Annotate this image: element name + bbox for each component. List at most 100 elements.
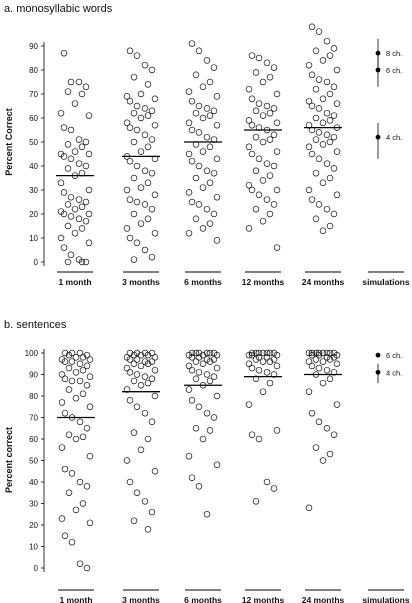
y-tick-label: 40 — [29, 162, 38, 171]
data-point — [148, 136, 156, 143]
x-tick-label: 6 months — [184, 595, 222, 603]
data-point — [319, 179, 327, 187]
data-point — [270, 105, 278, 112]
data-point — [133, 102, 141, 110]
data-point — [323, 160, 331, 167]
data-point — [192, 375, 200, 383]
data-point — [188, 354, 196, 361]
data-point — [144, 435, 152, 443]
data-point — [68, 358, 76, 365]
data-point — [83, 564, 91, 572]
data-point — [65, 386, 73, 393]
data-point — [57, 234, 65, 242]
data-point — [199, 351, 207, 359]
data-point — [319, 119, 327, 127]
simulation-point — [375, 134, 381, 140]
data-point — [67, 213, 75, 220]
data-point — [199, 148, 207, 155]
data-point — [78, 225, 86, 232]
data-point — [203, 349, 211, 357]
data-point — [333, 66, 341, 74]
data-point — [123, 119, 131, 127]
data-point — [123, 386, 131, 393]
data-point — [61, 409, 69, 417]
data-point — [141, 409, 149, 417]
data-point — [79, 354, 87, 361]
data-point — [333, 191, 341, 199]
data-point — [64, 258, 72, 266]
data-point — [326, 138, 334, 146]
data-point — [330, 369, 338, 376]
data-point — [213, 155, 221, 163]
data-point — [151, 468, 159, 475]
data-point — [151, 229, 159, 237]
y-tick-label: 20 — [29, 521, 38, 530]
data-point — [60, 210, 68, 218]
data-point — [188, 366, 196, 374]
x-tick-label: simulations — [362, 595, 410, 603]
data-point — [326, 222, 334, 230]
data-point — [203, 409, 211, 417]
data-point — [78, 258, 86, 266]
data-point — [82, 138, 90, 146]
data-point — [123, 186, 131, 194]
data-point — [315, 351, 323, 359]
data-point — [144, 112, 152, 119]
data-point — [144, 179, 152, 187]
data-point — [308, 196, 316, 203]
data-point — [72, 506, 80, 514]
data-point — [151, 392, 159, 400]
panel-title: a. monosyllabic words — [4, 3, 113, 15]
data-point — [248, 351, 256, 359]
data-point — [326, 450, 334, 458]
data-point — [65, 351, 73, 359]
data-point — [133, 126, 141, 134]
data-point — [137, 184, 145, 191]
data-point — [83, 362, 91, 370]
data-point — [255, 54, 263, 62]
data-point — [213, 93, 221, 100]
data-point — [76, 478, 84, 486]
data-point — [255, 155, 263, 163]
data-point — [270, 201, 278, 208]
data-point — [151, 354, 159, 361]
data-point — [148, 508, 156, 516]
data-point — [195, 403, 203, 411]
data-point — [188, 474, 196, 481]
data-point — [245, 85, 253, 93]
data-point — [151, 121, 159, 129]
data-point — [305, 186, 313, 194]
data-point — [130, 360, 138, 368]
data-point — [252, 356, 260, 363]
data-point — [319, 227, 327, 235]
data-point — [326, 356, 334, 363]
data-point — [206, 358, 214, 365]
data-point — [206, 112, 214, 119]
data-point — [259, 138, 267, 146]
simulation-label: 8 ch. — [386, 49, 402, 58]
data-point — [308, 362, 316, 370]
data-point — [185, 229, 193, 237]
data-point — [133, 198, 141, 206]
data-point — [137, 148, 145, 155]
data-point — [75, 215, 83, 223]
data-point — [65, 431, 73, 438]
y-tick-label: 0 — [34, 258, 39, 267]
data-point — [333, 148, 341, 155]
data-point — [263, 196, 271, 203]
data-point — [330, 83, 338, 91]
data-point — [58, 371, 66, 378]
data-point — [60, 49, 68, 57]
data-point — [333, 401, 341, 408]
data-point — [315, 76, 323, 83]
data-point — [76, 377, 84, 385]
data-point — [266, 172, 274, 179]
data-point — [308, 409, 316, 417]
data-point — [195, 201, 203, 208]
data-point — [58, 399, 66, 406]
data-point — [259, 388, 267, 395]
data-point — [305, 61, 313, 69]
data-point — [266, 73, 274, 81]
data-point — [75, 196, 83, 203]
